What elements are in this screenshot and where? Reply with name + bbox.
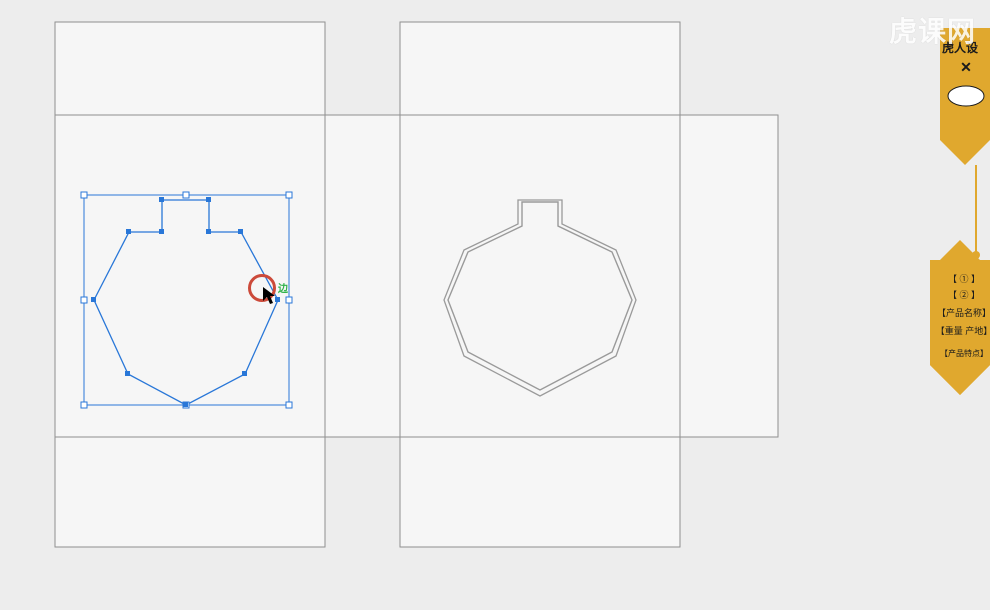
side-design-points: 【产品特点】 <box>940 348 988 358</box>
side-design-line1: 【 ① 】 <box>948 274 980 284</box>
side-design-cross: ✕ <box>960 59 972 75</box>
panel-left[interactable] <box>55 22 325 547</box>
watermark-text: 虎课网 <box>889 10 976 50</box>
side-design-line4: 【重量 产地】 <box>936 325 990 336</box>
panel-flap-right[interactable] <box>680 115 778 437</box>
design-canvas[interactable]: 虎人设 ✕ 【 ① 】 【 ② 】 【产品名称】 【重量 产地】 【产品特点】 <box>0 0 990 610</box>
side-design-logo <box>948 86 984 106</box>
panel-flap-left[interactable] <box>325 115 400 437</box>
side-design-line3: 【产品名称】 <box>937 307 990 318</box>
side-design-line2: 【 ② 】 <box>948 290 980 300</box>
panel-center[interactable] <box>400 22 680 547</box>
